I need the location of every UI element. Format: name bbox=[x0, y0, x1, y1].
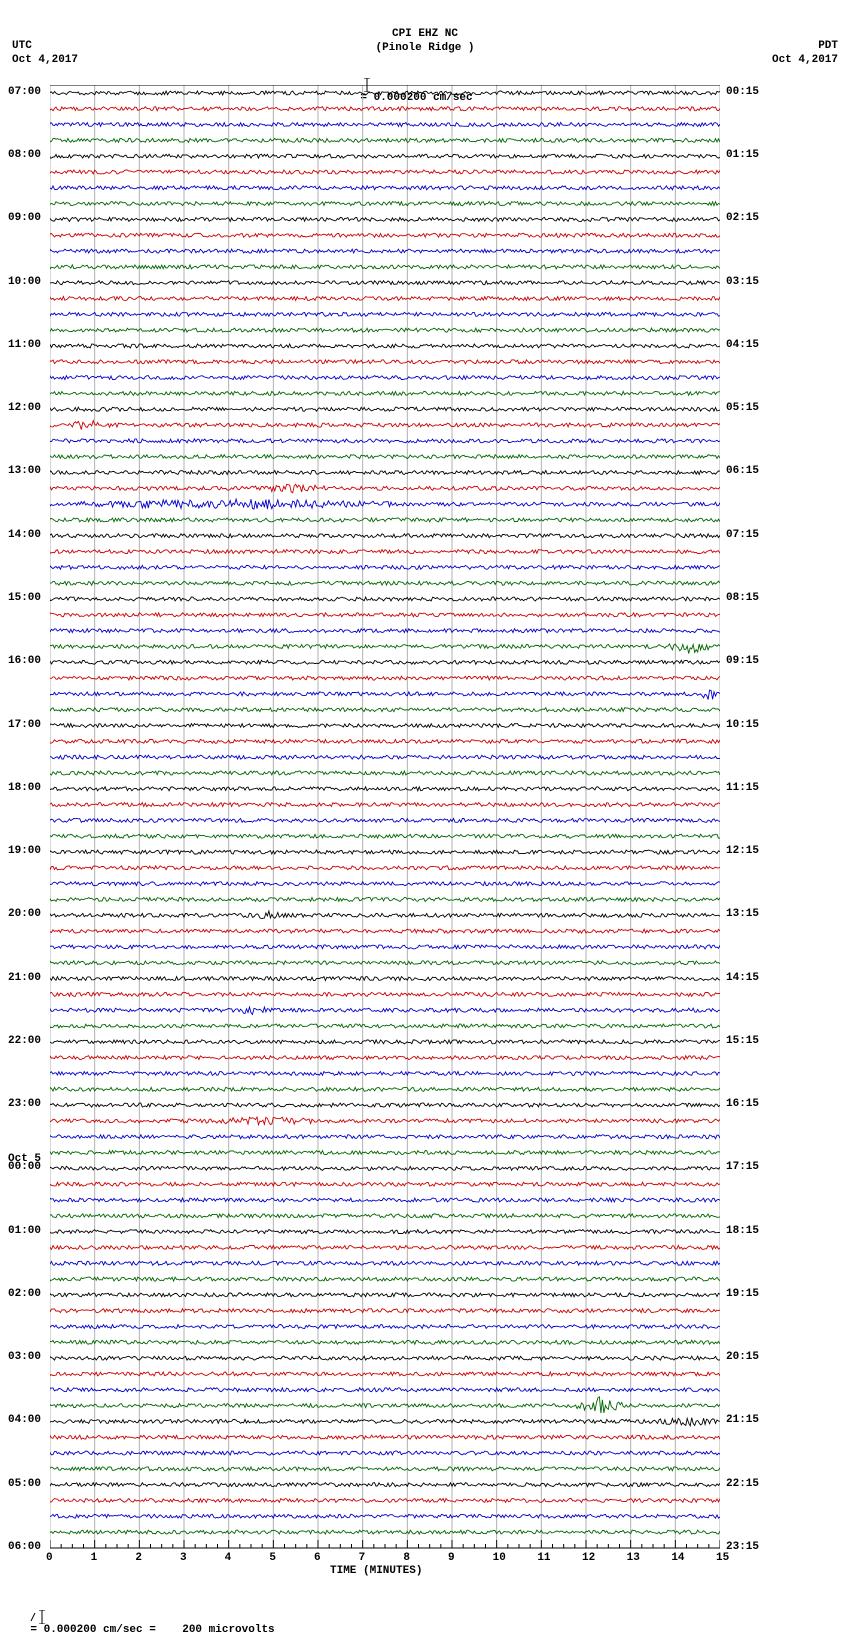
x-tick-label: 2 bbox=[135, 1552, 142, 1564]
time-label: 14:15 bbox=[726, 972, 759, 984]
axis-svg bbox=[50, 85, 720, 1570]
x-axis-title: TIME (MINUTES) bbox=[330, 1565, 422, 1577]
time-label: 07:00 bbox=[8, 86, 41, 98]
time-label: 03:00 bbox=[8, 1351, 41, 1363]
time-label: 16:15 bbox=[726, 1098, 759, 1110]
x-tick-label: 0 bbox=[46, 1552, 53, 1564]
time-label: 01:00 bbox=[8, 1225, 41, 1237]
time-label: 22:15 bbox=[726, 1478, 759, 1490]
x-tick-label: 8 bbox=[403, 1552, 410, 1564]
x-tick-label: 4 bbox=[225, 1552, 232, 1564]
x-tick-label: 10 bbox=[493, 1552, 506, 1564]
time-label: 03:15 bbox=[726, 276, 759, 288]
time-label: 01:15 bbox=[726, 149, 759, 161]
x-tick-label: 12 bbox=[582, 1552, 595, 1564]
time-label: 00:15 bbox=[726, 86, 759, 98]
time-label: 19:00 bbox=[8, 845, 41, 857]
time-label: 05:15 bbox=[726, 402, 759, 414]
x-tick-label: 6 bbox=[314, 1552, 321, 1564]
time-label: 12:00 bbox=[8, 402, 41, 414]
x-tick-label: 9 bbox=[448, 1552, 455, 1564]
time-label: 20:00 bbox=[8, 908, 41, 920]
x-tick-label: 3 bbox=[180, 1552, 187, 1564]
x-tick-label: 15 bbox=[716, 1552, 729, 1564]
time-label: 20:15 bbox=[726, 1351, 759, 1363]
time-label: 22:00 bbox=[8, 1035, 41, 1047]
x-tick-label: 13 bbox=[627, 1552, 640, 1564]
plot-area bbox=[50, 85, 720, 1540]
time-label: 13:15 bbox=[726, 908, 759, 920]
time-label: 19:15 bbox=[726, 1288, 759, 1300]
time-label: 15:15 bbox=[726, 1035, 759, 1047]
time-label: 17:00 bbox=[8, 719, 41, 731]
time-label: 14:00 bbox=[8, 529, 41, 541]
time-label: 04:15 bbox=[726, 339, 759, 351]
x-tick-label: 7 bbox=[359, 1552, 366, 1564]
time-label: 15:00 bbox=[8, 592, 41, 604]
time-label: 05:00 bbox=[8, 1478, 41, 1490]
time-label: 08:00 bbox=[8, 149, 41, 161]
right-date: Oct 4,2017 bbox=[772, 54, 838, 66]
x-tick-label: 14 bbox=[671, 1552, 684, 1564]
seismogram-container: CPI EHZ NC (Pinole Ridge ) = 0.000200 cm… bbox=[0, 0, 850, 1613]
x-tick-label: 1 bbox=[91, 1552, 98, 1564]
x-tick-label: 5 bbox=[269, 1552, 276, 1564]
left-tz: UTC bbox=[12, 40, 32, 52]
time-label: 09:15 bbox=[726, 655, 759, 667]
time-label: 07:15 bbox=[726, 529, 759, 541]
time-label: 11:15 bbox=[726, 782, 759, 794]
station-id: CPI EHZ NC bbox=[0, 28, 850, 40]
time-label: 18:15 bbox=[726, 1225, 759, 1237]
x-tick-label: 11 bbox=[537, 1552, 550, 1564]
time-label: 11:00 bbox=[8, 339, 41, 351]
footer-scale-text: = 0.000200 cm/sec = 200 microvolts bbox=[30, 1624, 274, 1636]
time-label: 16:00 bbox=[8, 655, 41, 667]
time-label: 10:15 bbox=[726, 719, 759, 731]
time-label: 06:15 bbox=[726, 465, 759, 477]
station-name: (Pinole Ridge ) bbox=[0, 42, 850, 54]
time-label: 10:00 bbox=[8, 276, 41, 288]
time-label: 23:00 bbox=[8, 1098, 41, 1110]
time-label: 17:15 bbox=[726, 1161, 759, 1173]
time-label: 06:00 bbox=[8, 1541, 41, 1553]
time-label: 23:15 bbox=[726, 1541, 759, 1553]
time-label: 00:00 bbox=[8, 1161, 41, 1173]
footer-scale: = 0.000200 cm/sec = 200 microvolts bbox=[4, 1598, 275, 1648]
time-label: 21:00 bbox=[8, 972, 41, 984]
time-label: 13:00 bbox=[8, 465, 41, 477]
time-label: 02:15 bbox=[726, 212, 759, 224]
left-date: Oct 4,2017 bbox=[12, 54, 78, 66]
time-label: 09:00 bbox=[8, 212, 41, 224]
time-label: 08:15 bbox=[726, 592, 759, 604]
right-tz: PDT bbox=[818, 40, 838, 52]
time-label: 21:15 bbox=[726, 1414, 759, 1426]
time-label: 12:15 bbox=[726, 845, 759, 857]
time-label: 18:00 bbox=[8, 782, 41, 794]
time-label: 04:00 bbox=[8, 1414, 41, 1426]
time-label: 02:00 bbox=[8, 1288, 41, 1300]
